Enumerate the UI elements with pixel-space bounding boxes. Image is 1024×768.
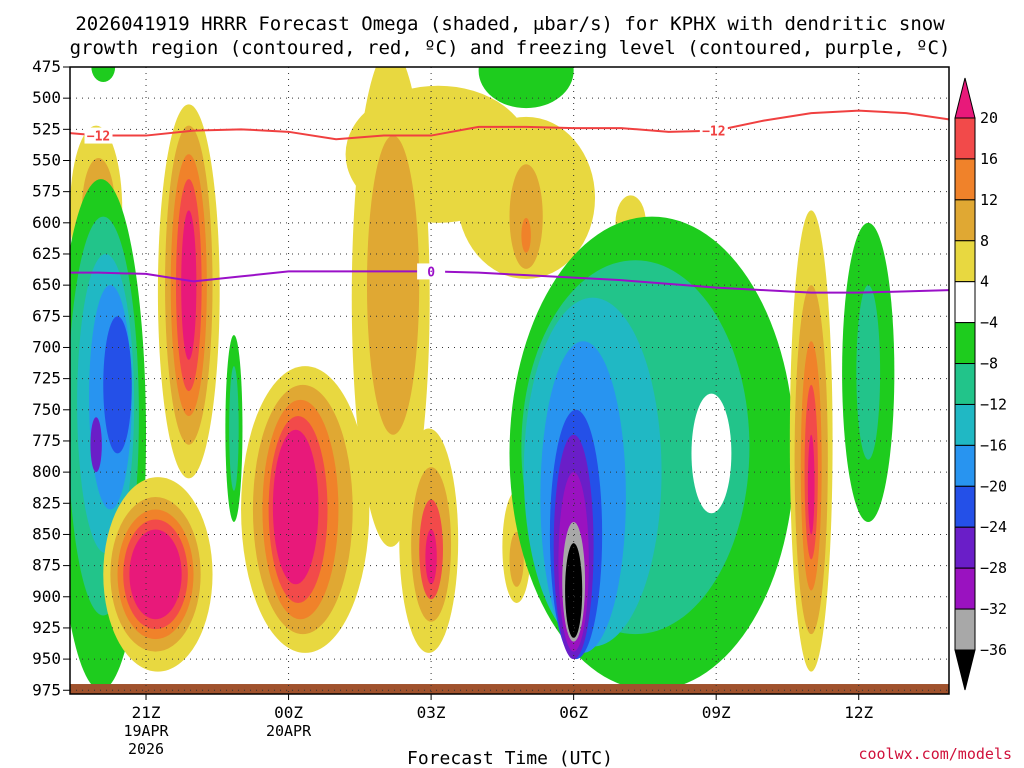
colorbar-label: −28 bbox=[980, 559, 1007, 577]
colorbar-segment bbox=[954, 526, 976, 569]
colorbar-segment bbox=[954, 240, 976, 283]
x-tick-label: 03Z bbox=[417, 703, 446, 722]
omega-region-o-mid-col bbox=[366, 135, 420, 435]
colorbar: 20 16 12 8 4 −4 −8 −12 −16 −20 −24 −28 −32 −36 bbox=[954, 77, 1007, 691]
colorbar-segment bbox=[954, 608, 976, 651]
omega-region-g-left-blue bbox=[103, 316, 132, 454]
y-tick-label: 600 bbox=[32, 213, 61, 232]
colorbar-segment bbox=[954, 158, 976, 201]
freezing-contour-label: 0 bbox=[427, 265, 435, 280]
colorbar-segment bbox=[954, 199, 976, 242]
dgz-contour-label: −12 bbox=[87, 130, 110, 145]
colorbar-label: −12 bbox=[980, 395, 1007, 413]
omega-region-o-small-05 bbox=[509, 531, 524, 587]
colorbar-segment bbox=[954, 281, 976, 324]
colorbar-label: −20 bbox=[980, 477, 1007, 495]
x-tick-label: 09Z bbox=[702, 703, 731, 722]
colorbar-segment bbox=[954, 322, 976, 365]
y-tick-label: 800 bbox=[32, 462, 61, 481]
x-year-label: 2026 bbox=[128, 740, 164, 758]
y-tick-label: 725 bbox=[32, 369, 61, 388]
contours: −12 −12 0 bbox=[70, 109, 949, 294]
colorbar-top-triangle bbox=[954, 77, 976, 119]
omega-region-m-03z-low bbox=[425, 529, 437, 585]
y-tick-label: 975 bbox=[32, 680, 61, 699]
y-tick-label: 825 bbox=[32, 493, 61, 512]
y-axis: 475 500 525 550 575 600 625 650 675 700 725 750 775 8… bbox=[32, 57, 70, 699]
y-tick-label: 925 bbox=[32, 618, 61, 637]
y-tick-label: 850 bbox=[32, 524, 61, 543]
omega-region-bk-big bbox=[567, 559, 580, 635]
y-tick-label: 625 bbox=[32, 244, 61, 263]
colorbar-segment bbox=[954, 403, 976, 446]
omega-region-g-left-blue2 bbox=[90, 417, 102, 473]
x-axis-label: Forecast Time (UTC) bbox=[407, 748, 613, 768]
colorbar-label: 20 bbox=[980, 109, 998, 127]
colorbar-bottom-triangle bbox=[954, 649, 976, 691]
y-tick-label: 775 bbox=[32, 431, 61, 450]
colorbar-label: 12 bbox=[980, 191, 998, 209]
omega-region-r-low-e bbox=[129, 529, 182, 620]
x-date-label: 19APR bbox=[123, 722, 169, 740]
colorbar-segment bbox=[954, 117, 976, 160]
colorbar-label: −36 bbox=[980, 641, 1007, 659]
colorbar-label: −16 bbox=[980, 436, 1007, 454]
colorbar-label: 4 bbox=[980, 273, 989, 291]
y-tick-label: 550 bbox=[32, 150, 61, 169]
terrain-fill bbox=[70, 684, 949, 694]
omega-region-r-col-e bbox=[181, 210, 197, 360]
dgz-contour-line bbox=[70, 109, 949, 141]
y-tick-label: 525 bbox=[32, 119, 61, 138]
x-date-label: 20APR bbox=[266, 722, 312, 740]
credit-text: coolwx.com/models bbox=[858, 745, 1012, 763]
y-tick-label: 575 bbox=[32, 182, 61, 201]
y-tick-label: 900 bbox=[32, 587, 61, 606]
omega-region-g-small-c bbox=[229, 366, 239, 491]
x-tick-label: 06Z bbox=[559, 703, 588, 722]
omega-shading bbox=[70, 67, 895, 691]
colorbar-label: −8 bbox=[980, 355, 998, 373]
chart-title-line2: growth region (contoured, red, ºC) and f… bbox=[70, 37, 951, 59]
colorbar-label: −4 bbox=[980, 314, 998, 332]
dgz-contour-label-bg bbox=[84, 127, 113, 144]
y-tick-label: 675 bbox=[32, 306, 61, 325]
omega-region-m-right-col bbox=[807, 434, 815, 535]
dgz-contour-label: −12 bbox=[702, 125, 725, 140]
omega-region-g-top-left bbox=[91, 67, 116, 82]
colorbar-segment bbox=[954, 444, 976, 487]
x-tick-label: 12Z bbox=[844, 703, 873, 722]
grid-lines bbox=[70, 67, 949, 694]
colorbar-segment bbox=[954, 485, 976, 528]
terrain-surface bbox=[70, 684, 949, 694]
omega-region-r-upper-right bbox=[521, 217, 531, 253]
plot-frame bbox=[69, 66, 950, 695]
x-tick-label: 21Z bbox=[132, 703, 161, 722]
chart-title-line1: 2026041919 HRRR Forecast Omega (shaded, … bbox=[75, 13, 945, 35]
omega-region-o-upper-right bbox=[509, 164, 543, 269]
colorbar-label: −24 bbox=[980, 518, 1007, 536]
colorbar-segment bbox=[954, 363, 976, 405]
x-tick-label: 00Z bbox=[274, 703, 303, 722]
freezing-contour-label-bg bbox=[417, 263, 446, 280]
colorbar-label: 8 bbox=[980, 232, 989, 250]
freezing-contour-line bbox=[70, 270, 949, 294]
y-tick-label: 500 bbox=[32, 88, 61, 107]
omega-region-w-hole bbox=[691, 393, 732, 514]
y-tick-label: 950 bbox=[32, 649, 61, 668]
omega-region-r-mid-e bbox=[272, 429, 319, 585]
colorbar-label: 16 bbox=[980, 150, 998, 168]
dgz-contour-label-bg bbox=[699, 122, 728, 139]
y-tick-label: 650 bbox=[32, 275, 61, 294]
colorbar-segment bbox=[954, 567, 976, 610]
colorbar-label: −32 bbox=[980, 600, 1007, 618]
omega-region-c-right-edge bbox=[856, 285, 881, 460]
y-tick-label: 750 bbox=[32, 400, 61, 419]
y-tick-label: 700 bbox=[32, 337, 61, 356]
y-tick-label: 475 bbox=[32, 57, 61, 76]
y-tick-label: 875 bbox=[32, 556, 61, 575]
